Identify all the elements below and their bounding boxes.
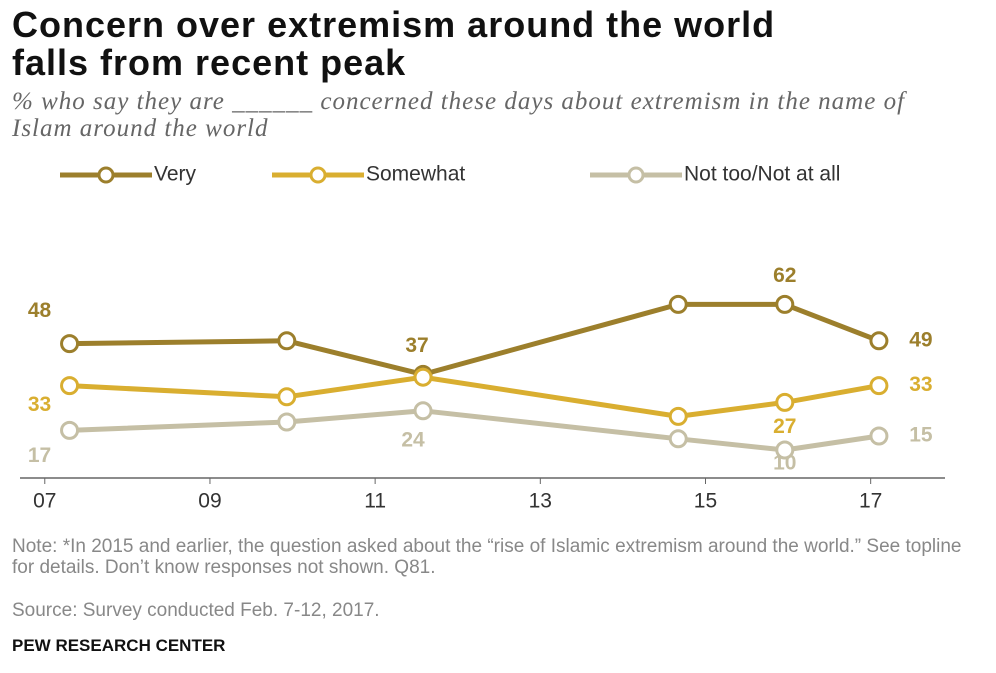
chart-title: Concern over extremism around the world … xyxy=(12,4,776,83)
data-point xyxy=(60,334,80,354)
source: Source: Survey conducted Feb. 7-12, 2017… xyxy=(12,600,380,621)
data-point xyxy=(869,426,889,446)
data-label: 17 xyxy=(28,444,51,467)
legend-label: Not too/Not at all xyxy=(684,163,840,186)
series-line xyxy=(69,301,880,377)
legend-marker xyxy=(627,166,645,184)
data-point xyxy=(413,401,433,421)
data-label: 10 xyxy=(773,452,796,475)
legend-label: Somewhat xyxy=(366,163,465,186)
data-point xyxy=(869,376,889,396)
data-label: 15 xyxy=(909,424,933,447)
series-line xyxy=(69,408,880,453)
data-label: 49 xyxy=(909,328,932,351)
data-label: 24 xyxy=(401,428,425,451)
data-label: 48 xyxy=(28,299,52,322)
credit: PEW RESEARCH CENTER xyxy=(12,636,226,655)
data-point xyxy=(277,331,297,351)
data-label: 33 xyxy=(909,373,932,396)
data-label: 37 xyxy=(405,334,428,357)
data-label: 33 xyxy=(28,393,51,416)
note: Note: *In 2015 and earlier, the question… xyxy=(12,536,962,578)
chart-subtitle: % who say they are ______ concerned thes… xyxy=(12,88,906,142)
x-tick-label: 15 xyxy=(694,490,717,513)
data-label: 27 xyxy=(773,415,796,438)
x-tick-label: 09 xyxy=(198,490,221,513)
legend-marker xyxy=(309,166,327,184)
data-point xyxy=(60,376,80,396)
chart: 07 09 11 13 15 17 Very Somewhat Not too/Not at a… xyxy=(20,163,945,513)
x-tick-label: 13 xyxy=(529,490,552,513)
data-point xyxy=(277,387,297,407)
data-point xyxy=(668,406,688,426)
data-point xyxy=(668,429,688,449)
legend-label: Very xyxy=(154,163,197,186)
data-point xyxy=(413,367,433,387)
data-label: 62 xyxy=(773,264,796,287)
data-point xyxy=(668,294,688,314)
data-point xyxy=(277,412,297,432)
data-point xyxy=(869,331,889,351)
x-tick-label: 17 xyxy=(859,490,882,513)
legend-marker xyxy=(97,166,115,184)
data-point xyxy=(775,440,795,460)
x-tick-label: 07 xyxy=(33,490,56,513)
series-line xyxy=(69,374,880,419)
data-point xyxy=(60,420,80,440)
data-point xyxy=(775,392,795,412)
x-tick-label: 11 xyxy=(364,490,386,513)
data-point xyxy=(775,294,795,314)
